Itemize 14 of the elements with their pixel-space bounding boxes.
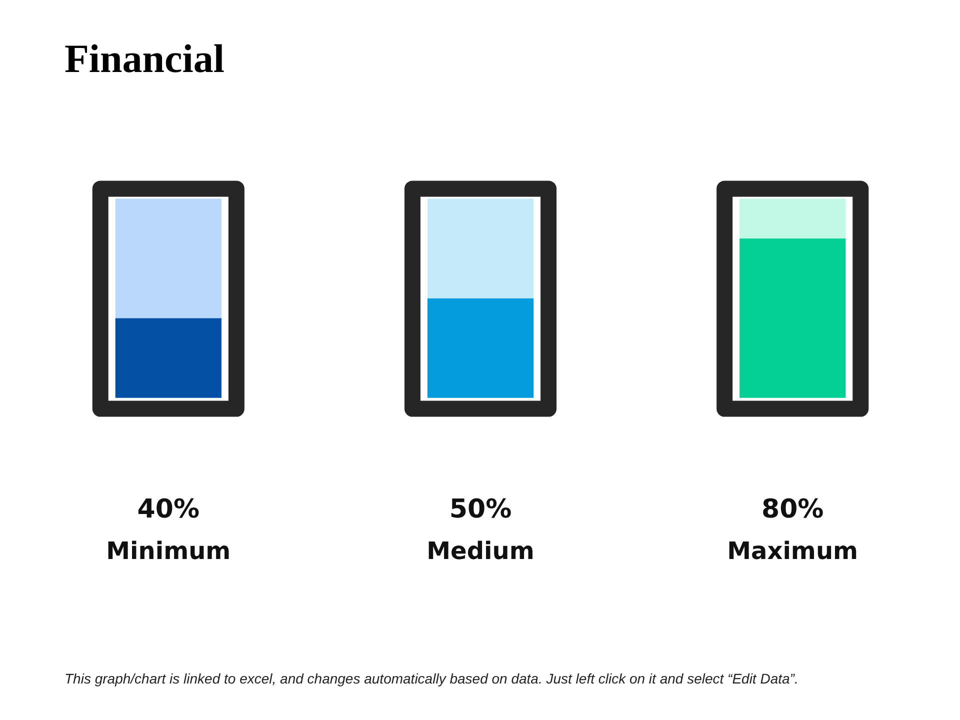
bar: [427, 198, 534, 298]
data-label: 50%: [449, 494, 512, 524]
x-tick-label: Maximum: [727, 537, 858, 566]
bar: [427, 298, 534, 398]
data-label: 80%: [761, 494, 824, 524]
x-tick-label: Medium: [426, 537, 534, 566]
bar: [740, 198, 846, 239]
bar: [115, 318, 222, 398]
x-tick-label: Minimum: [106, 537, 231, 566]
bar: [740, 238, 846, 398]
chart-title: Financial: [64, 36, 225, 81]
data-label: 40%: [137, 494, 200, 524]
bar: [115, 198, 222, 318]
text: This graph/chart is linked to excel, and changes automatically based on data. Just left click on it and select “Edit Data”.: [64, 670, 798, 686]
